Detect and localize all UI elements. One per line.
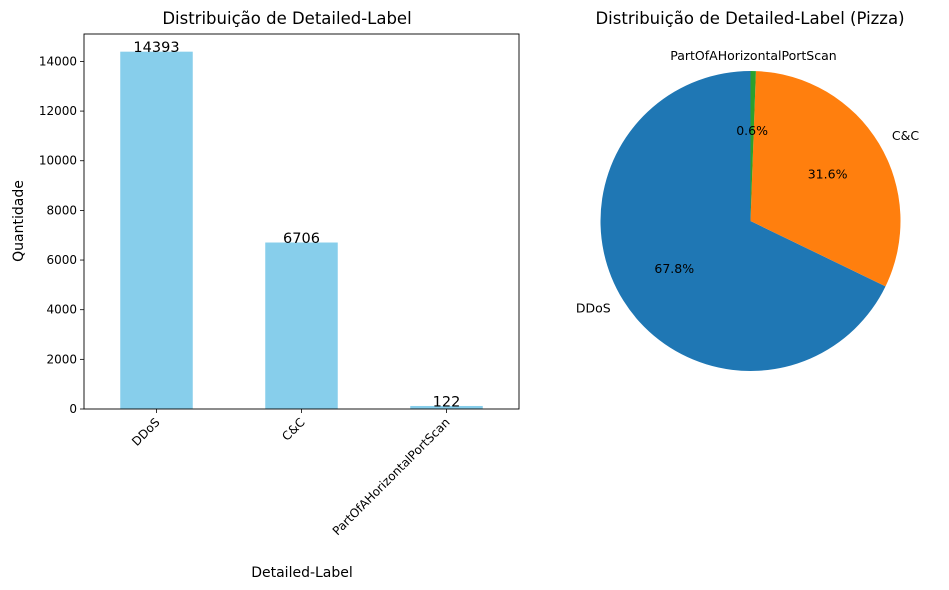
bar-chart: Distribuição de Detailed-Label 0 2000 4000… bbox=[11, 9, 520, 581]
bar-data-labels: 14393 6706 122 bbox=[133, 40, 460, 410]
bar-2 bbox=[410, 405, 483, 409]
pie-slice-0 bbox=[600, 71, 886, 372]
pie-chart: Distribuição de Detailed-Label (Pizza) D… bbox=[576, 9, 919, 372]
bar-chart-title: Distribuição de Detailed-Label bbox=[162, 9, 411, 28]
y-axis-label: Quantidade bbox=[11, 180, 27, 262]
y-tick-label-2: 4000 bbox=[46, 303, 77, 317]
y-tick-label-0: 0 bbox=[69, 402, 77, 416]
bar-data-label-2: 122 bbox=[433, 394, 461, 410]
plot-frame bbox=[83, 33, 520, 410]
bar-1 bbox=[265, 242, 338, 409]
x-axis-ticks: DDoS C&C PartOfAHorizontalPortScan bbox=[129, 409, 453, 538]
y-tick-label-1: 2000 bbox=[46, 352, 77, 366]
x-tick-label-2: PartOfAHorizontalPortScan bbox=[330, 415, 453, 538]
pie-percent-labels: 67.8% 31.6% 0.6% bbox=[654, 123, 847, 276]
pie-label-2: PartOfAHorizontalPortScan bbox=[670, 48, 836, 63]
pie-chart-title: Distribuição de Detailed-Label (Pizza) bbox=[595, 9, 904, 28]
y-tick-label-5: 10000 bbox=[39, 154, 77, 168]
x-axis-label: Detailed-Label bbox=[251, 565, 353, 581]
y-axis-ticks: 0 2000 4000 6000 8000 10000 12000 14000 bbox=[39, 54, 84, 416]
x-tick-label-0: DDoS bbox=[129, 415, 163, 449]
pie-percent-label-1: 31.6% bbox=[808, 167, 848, 182]
y-tick-label-7: 14000 bbox=[39, 54, 77, 68]
pie-label-0: DDoS bbox=[576, 301, 611, 316]
bar-marks bbox=[120, 51, 483, 409]
pie-labels: DDoS C&C PartOfAHorizontalPortScan bbox=[576, 48, 919, 316]
x-tick-label-1: C&C bbox=[279, 415, 307, 443]
y-tick-label-3: 6000 bbox=[46, 253, 77, 267]
pie-slice-1 bbox=[750, 71, 901, 287]
pie-label-1: C&C bbox=[892, 128, 919, 143]
bar-0 bbox=[120, 51, 193, 409]
y-tick-label-4: 8000 bbox=[46, 203, 77, 217]
pie-slice-2 bbox=[750, 71, 756, 221]
pie-slices bbox=[600, 71, 901, 372]
pie-percent-label-2: 0.6% bbox=[736, 123, 768, 138]
pie-percent-label-0: 67.8% bbox=[654, 261, 694, 276]
bar-data-label-1: 6706 bbox=[283, 231, 320, 247]
y-tick-label-6: 12000 bbox=[39, 104, 77, 118]
bar-data-label-0: 14393 bbox=[133, 40, 179, 56]
